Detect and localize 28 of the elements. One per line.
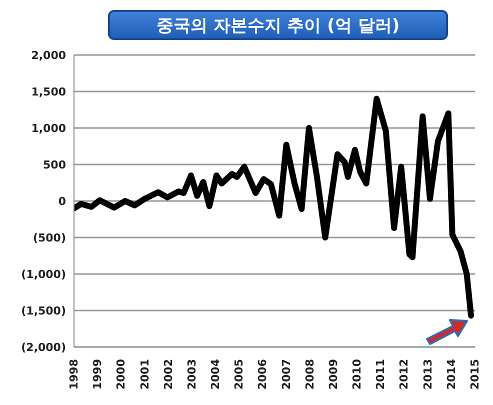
x-tick-label: 2003 <box>185 359 198 390</box>
x-tick-label: 1999 <box>91 359 104 390</box>
x-tick-label: 2001 <box>138 359 152 390</box>
y-tick-label: 1,000 <box>31 122 66 135</box>
y-tick-label: (2,000) <box>21 340 66 354</box>
x-tick-label: 2004 <box>209 358 222 390</box>
x-tick-label: 2012 <box>398 359 411 390</box>
x-tick-label: 2014 <box>444 358 458 390</box>
x-tick-label: 2009 <box>326 359 340 390</box>
y-tick-label: 500 <box>43 158 66 172</box>
y-tick-label: 1,500 <box>31 85 66 98</box>
x-tick-label: 2000 <box>114 358 128 390</box>
y-tick-label: (500) <box>32 231 66 244</box>
y-tick-label: 0 <box>58 194 66 208</box>
y-tick-label: 2,000 <box>31 48 66 62</box>
x-tick-label: 1998 <box>68 359 80 390</box>
y-tick-label: (1,500) <box>21 304 66 318</box>
x-tick-label: 2013 <box>421 359 434 390</box>
x-tick-label: 2006 <box>256 358 270 390</box>
x-tick-label: 2002 <box>162 359 175 390</box>
chart-title: 중국의 자본수지 추이 (억 달러) <box>108 10 448 40</box>
x-tick-label: 2010 <box>350 358 364 390</box>
y-tick-label: (1,000) <box>21 268 66 281</box>
x-tick-label: 2015 <box>468 359 482 390</box>
x-tick-label: 2008 <box>303 359 316 390</box>
x-tick-label: 2011 <box>374 359 388 390</box>
x-tick-label: 2007 <box>280 359 293 390</box>
x-tick-label: 2005 <box>232 359 246 390</box>
